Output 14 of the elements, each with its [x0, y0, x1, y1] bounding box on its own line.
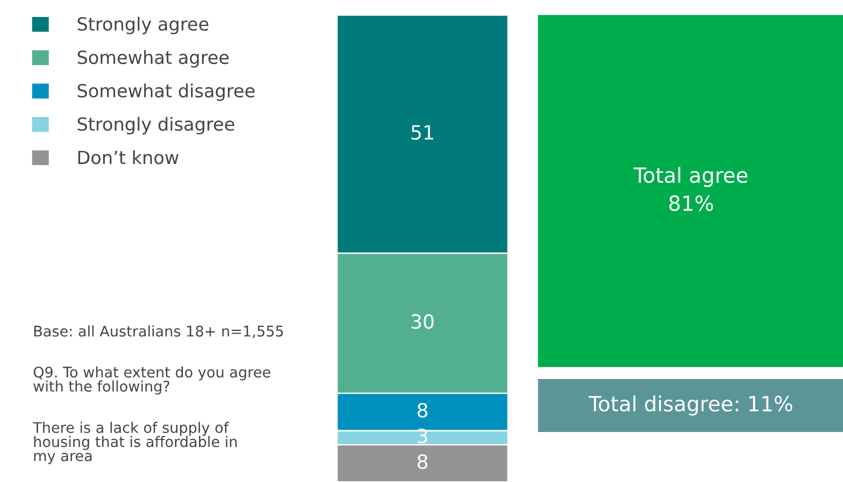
text: There is a lack of supply of housing that is affordable in my area	[32, 422, 237, 464]
legend-label: Somewhat disagree	[78, 84, 255, 101]
legend-label: Strongly disagree	[78, 116, 234, 134]
data-label: 8	[418, 454, 428, 469]
text: Total agree 81%	[633, 166, 748, 212]
data-label: 30	[412, 314, 434, 329]
data-label: 8	[418, 402, 428, 418]
text: Base: all Australians 18+ n=1,555	[34, 325, 283, 338]
legend-label: Somewhat agree	[78, 50, 229, 68]
legend-label: Don’t know	[78, 150, 178, 164]
text: Total disagree: 11%	[588, 395, 792, 416]
text: Q9. To what extent do you agree with the following?	[33, 366, 270, 395]
legend-label: Strongly agree	[78, 16, 208, 34]
data-label: 51	[412, 125, 434, 140]
